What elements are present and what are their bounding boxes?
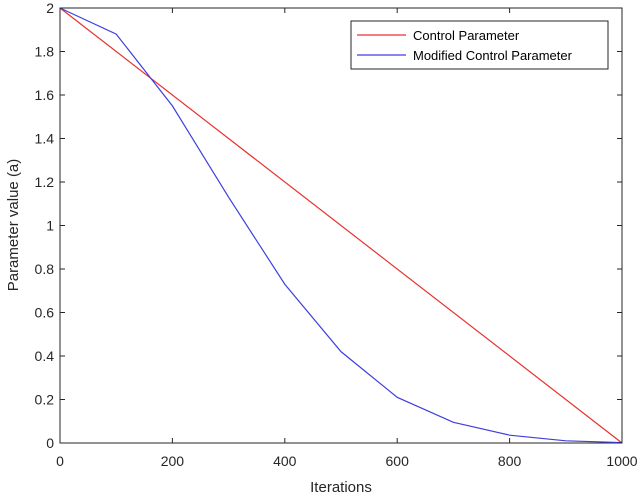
series-line-modified-control-parameter bbox=[59, 7, 623, 444]
data-point-modified-control-parameter bbox=[284, 284, 285, 285]
legend-label-control-parameter: Control Parameter bbox=[413, 28, 520, 43]
x-tick-label: 200 bbox=[161, 453, 185, 469]
x-tick-label: 1000 bbox=[606, 453, 637, 469]
y-tick-label: 2 bbox=[46, 0, 54, 16]
x-tick-label: 0 bbox=[56, 453, 64, 469]
y-tick-label: 1.8 bbox=[35, 44, 55, 60]
x-tick-label: 800 bbox=[498, 453, 522, 469]
y-axis-title: Parameter value (a) bbox=[5, 159, 22, 292]
y-tick-label: 1.4 bbox=[35, 131, 55, 147]
y-tick-label: 0.6 bbox=[35, 305, 55, 321]
data-point-modified-control-parameter bbox=[453, 422, 454, 423]
y-tick-label: 0.4 bbox=[35, 348, 55, 364]
series-line-control-parameter bbox=[59, 7, 623, 444]
series-layer bbox=[59, 7, 623, 444]
y-tick-label: 0 bbox=[46, 435, 54, 451]
y-tick-label: 1 bbox=[46, 218, 54, 234]
data-point-modified-control-parameter bbox=[340, 351, 341, 352]
legend: Control Parameter Modified Control Param… bbox=[350, 20, 609, 70]
y-tick-label: 1.6 bbox=[35, 87, 55, 103]
y-tick-label: 1.2 bbox=[35, 174, 55, 190]
x-axis-title: Iterations bbox=[310, 479, 372, 495]
y-tick-label: 0.2 bbox=[35, 392, 55, 408]
data-point-modified-control-parameter bbox=[565, 440, 566, 441]
legend-box bbox=[350, 20, 609, 70]
data-point-modified-control-parameter bbox=[116, 34, 117, 35]
x-tick-label: 400 bbox=[273, 453, 297, 469]
x-tick-label: 600 bbox=[386, 453, 410, 469]
data-point-modified-control-parameter bbox=[509, 435, 510, 436]
y-tick-label: 0.8 bbox=[35, 261, 55, 277]
data-point-modified-control-parameter bbox=[172, 105, 173, 106]
data-point-modified-control-parameter bbox=[397, 397, 398, 398]
data-point-modified-control-parameter bbox=[228, 197, 229, 198]
tick-layer: 0 200 400 600 800 1000 0 0.2 0.4 0.6 0.8 1 1.2 1.4 1.6… bbox=[35, 0, 638, 469]
legend-label-modified-control-parameter: Modified Control Parameter bbox=[413, 48, 573, 63]
